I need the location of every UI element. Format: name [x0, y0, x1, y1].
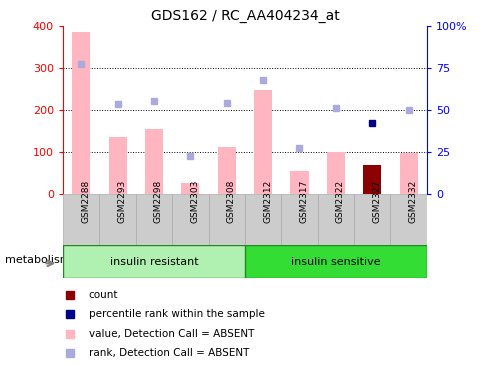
Text: GSM2293: GSM2293	[117, 180, 126, 223]
Text: GSM2327: GSM2327	[372, 180, 380, 223]
Bar	[390, 194, 426, 245]
Text: GSM2308: GSM2308	[226, 180, 235, 223]
Bar	[99, 194, 136, 245]
Text: insulin resistant: insulin resistant	[109, 257, 198, 267]
Text: GSM2303: GSM2303	[190, 180, 199, 223]
Bar	[108, 137, 126, 194]
Bar	[63, 194, 99, 245]
Text: rank, Detection Call = ABSENT: rank, Detection Call = ABSENT	[88, 348, 248, 358]
Text: insulin sensitive: insulin sensitive	[290, 257, 380, 267]
Bar	[172, 194, 208, 245]
Text: GSM2298: GSM2298	[153, 180, 163, 223]
Bar	[181, 183, 199, 194]
Bar	[326, 152, 344, 194]
Bar	[208, 194, 244, 245]
Text: value, Detection Call = ABSENT: value, Detection Call = ABSENT	[88, 329, 253, 339]
Text: count: count	[88, 290, 118, 300]
Text: metabolism: metabolism	[5, 255, 70, 265]
Bar	[317, 194, 353, 245]
Text: GSM2332: GSM2332	[408, 180, 417, 223]
Bar	[353, 194, 390, 245]
Text: percentile rank within the sample: percentile rank within the sample	[88, 309, 264, 319]
Bar	[290, 171, 308, 194]
Bar	[244, 194, 281, 245]
Text: GSM2317: GSM2317	[299, 180, 308, 223]
Bar	[363, 165, 380, 194]
Bar	[145, 129, 163, 194]
Bar	[399, 153, 417, 194]
Text: GSM2312: GSM2312	[262, 180, 272, 223]
Bar	[72, 32, 90, 194]
Text: GSM2322: GSM2322	[335, 180, 344, 223]
Title: GDS162 / RC_AA404234_at: GDS162 / RC_AA404234_at	[150, 9, 339, 23]
Bar	[254, 90, 272, 194]
Bar	[281, 194, 317, 245]
Text: GSM2288: GSM2288	[81, 180, 90, 223]
Bar	[136, 194, 172, 245]
Bar	[217, 147, 235, 194]
